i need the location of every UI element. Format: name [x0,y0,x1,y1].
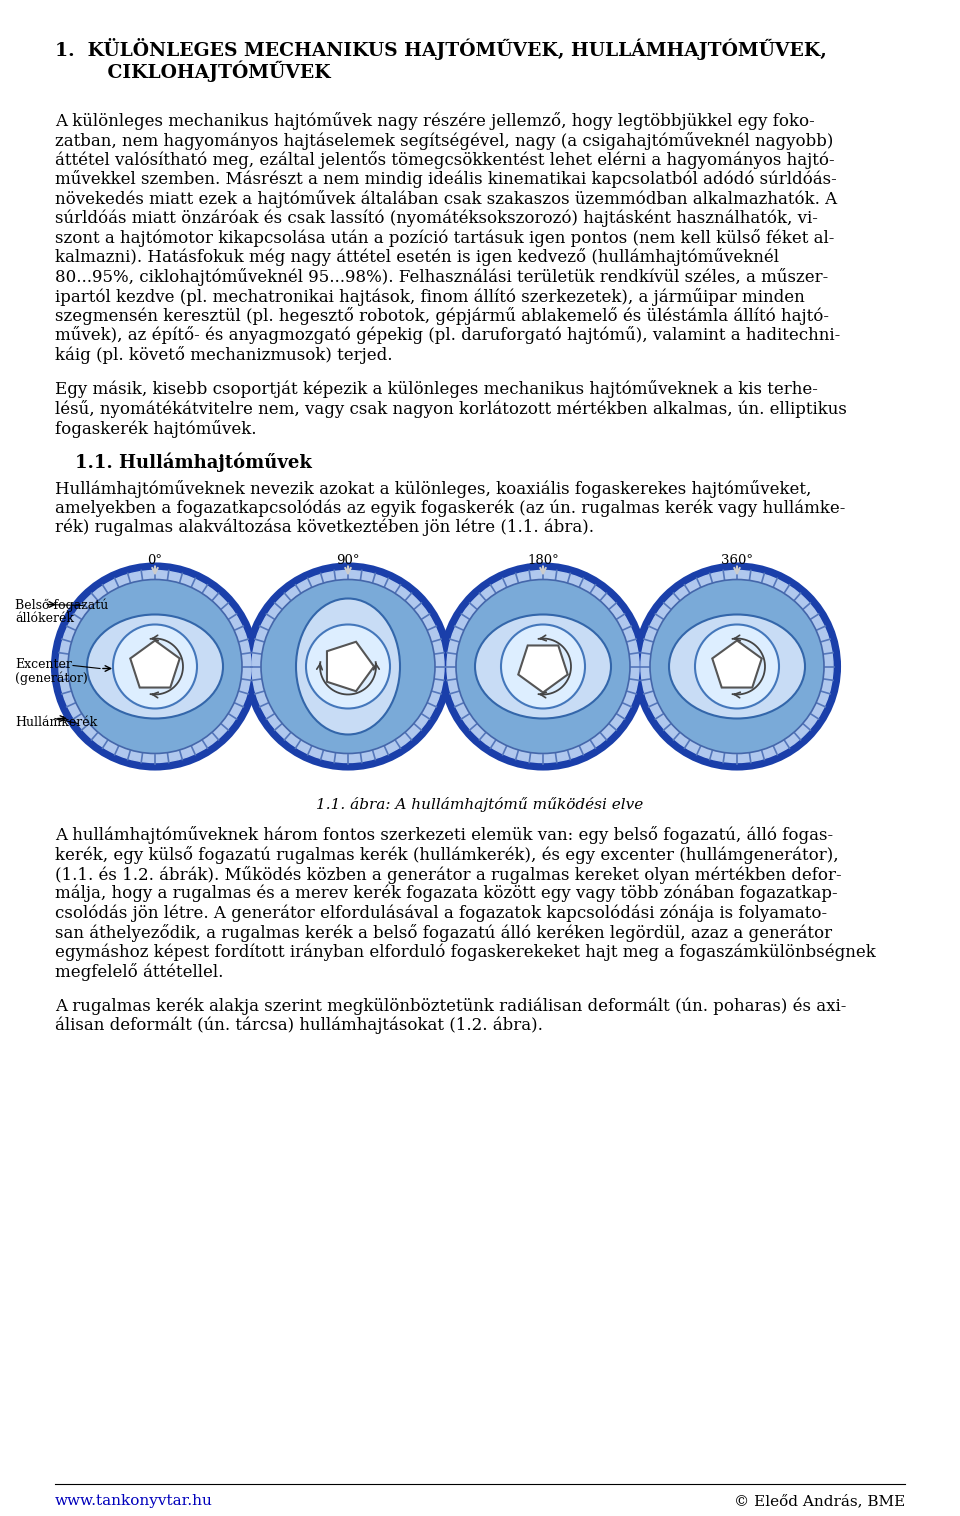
Text: (1.1. és 1.2. ábrák). Működés közben a generátor a rugalmas kereket olyan mérték: (1.1. és 1.2. ábrák). Működés közben a g… [55,866,842,884]
Text: A különleges mechanikus hajtóművek nagy részére jellemző, hogy legtöbbjükkel egy: A különleges mechanikus hajtóművek nagy … [55,112,815,130]
Circle shape [52,564,258,770]
Polygon shape [327,641,374,691]
Text: málja, hogy a rugalmas és a merev kerék fogazata között egy vagy több zónában fo: málja, hogy a rugalmas és a merev kerék … [55,885,838,902]
Text: (generátor): (generátor) [15,672,87,685]
Text: 1.1. Hullámhajtóművek: 1.1. Hullámhajtóművek [75,453,312,473]
Circle shape [306,625,390,708]
Circle shape [634,564,840,770]
Text: A hullámhajtóműveknek három fontos szerkezeti elemük van: egy belső fogazatú, ál: A hullámhajtóműveknek három fontos szerk… [55,826,833,844]
Circle shape [440,564,646,770]
Text: Hullámhajtóműveknek nevezik azokat a különleges, koaxiális fogaskerekes hajtóműv: Hullámhajtóműveknek nevezik azokat a kül… [55,481,811,497]
Polygon shape [131,640,180,688]
Text: CIKLOHAJTÓMŰVEK: CIKLOHAJTÓMŰVEK [75,61,330,82]
Text: egymáshoz képest fordított irányban elforduló fogaskerekeket hajt meg a fogaszám: egymáshoz képest fordított irányban elfo… [55,943,876,961]
Text: áttétel valósítható meg, ezáltal jelentős tömegcsökkentést lehet elérni a hagyom: áttétel valósítható meg, ezáltal jelentő… [55,152,834,168]
Circle shape [261,579,435,753]
Text: A rugalmas kerék alakja szerint megkülönböztetünk radiálisan deformált (ún. poha: A rugalmas kerék alakja szerint megkülön… [55,998,847,1016]
Ellipse shape [475,614,611,719]
Polygon shape [518,646,567,693]
Text: lésű, nyomátékátvitelre nem, vagy csak nagyon korlátozott mértékben alkalmas, ún: lésű, nyomátékátvitelre nem, vagy csak n… [55,400,847,418]
Text: álisan deformált (ún. tárcsa) hullámhajtásokat (1.2. ábra).: álisan deformált (ún. tárcsa) hullámhajt… [55,1017,542,1034]
Circle shape [68,579,242,753]
Circle shape [447,570,639,763]
Circle shape [113,625,197,708]
Text: Belső fogazatú: Belső fogazatú [15,599,108,612]
Text: művekkel szemben. Másrészt a nem mindig ideális kinematikai kapcsolatból adódó s: művekkel szemben. Másrészt a nem mindig … [55,170,837,188]
Text: kalmazni). Hatásfokuk még nagy áttétel esetén is igen kedvező (hullámhajtóművekn: kalmazni). Hatásfokuk még nagy áttétel e… [55,249,779,267]
Text: szegmensén keresztül (pl. hegesztő robotok, gépjármű ablakemelő és üléstámla áll: szegmensén keresztül (pl. hegesztő robot… [55,308,829,324]
Text: állókerék: állókerék [15,611,74,625]
Circle shape [501,625,585,708]
Circle shape [59,570,251,763]
Text: szont a hajtómotor kikapcsolása után a pozíció tartásuk igen pontos (nem kell kü: szont a hajtómotor kikapcsolása után a p… [55,229,834,247]
Circle shape [641,570,833,763]
Text: 360°: 360° [721,555,753,567]
Text: csolódás jön létre. A generátor elfordulásával a fogazatok kapcsolódási zónája i: csolódás jön létre. A generátor elfordul… [55,905,828,922]
Ellipse shape [87,614,223,719]
Text: kerék, egy külső fogazatú rugalmas kerék (hullámkerék), és egy excenter (hullámg: kerék, egy külső fogazatú rugalmas kerék… [55,846,839,864]
Text: rék) rugalmas alakváltozása következtében jön létre (1.1. ábra).: rék) rugalmas alakváltozása következtébe… [55,518,594,537]
Text: 90°: 90° [336,555,360,567]
Circle shape [245,564,451,770]
Text: © Eleőd András, BME: © Eleőd András, BME [733,1493,905,1508]
Text: 1.  KÜLÖNLEGES MECHANIKUS HAJTÓMŰVEK, HULLÁMHAJTÓMŰVEK,: 1. KÜLÖNLEGES MECHANIKUS HAJTÓMŰVEK, HUL… [55,38,827,61]
Text: növekedés miatt ezek a hajtóművek általában csak szakaszos üzemmódban alkalmazha: növekedés miatt ezek a hajtóművek általá… [55,190,837,208]
Ellipse shape [296,599,400,734]
Text: súrldóás miatt önzáróak és csak lassító (nyomátéksokszorozó) hajtásként használh: súrldóás miatt önzáróak és csak lassító … [55,209,818,227]
Circle shape [252,570,444,763]
Text: zatban, nem hagyományos hajtáselemek segítségével, nagy (a csigahajtóműveknél na: zatban, nem hagyományos hajtáselemek seg… [55,132,833,150]
Text: amelyekben a fogazatkapcsolódás az egyik fogaskerék (az ún. rugalmas kerék vagy : amelyekben a fogazatkapcsolódás az egyik… [55,499,846,517]
Text: 1.1. ábra: A hullámhajtómű működési elve: 1.1. ábra: A hullámhajtómű működési elve [317,796,643,811]
Circle shape [456,579,630,753]
Text: ipartól kezdve (pl. mechatronikai hajtások, finom állító szerkezetek), a járműip: ipartól kezdve (pl. mechatronikai hajtás… [55,288,804,306]
Text: www.tankonyvtar.hu: www.tankonyvtar.hu [55,1493,213,1508]
Text: Hullámkerék: Hullámkerék [15,717,97,729]
Circle shape [695,625,779,708]
Text: san áthelyeződik, a rugalmas kerék a belső fogazatú álló keréken legördül, azaz : san áthelyeződik, a rugalmas kerék a bel… [55,923,832,941]
Text: 0°: 0° [148,555,162,567]
Text: művek), az építő- és anyagmozgató gépekig (pl. daruforgató hajtómű), valamint a : művek), az építő- és anyagmozgató gépeki… [55,326,840,344]
Circle shape [650,579,824,753]
Text: fogaskerék hajtóművek.: fogaskerék hajtóművek. [55,420,256,438]
Text: Egy másik, kisebb csoportját képezik a különleges mechanikus hajtóműveknek a kis: Egy másik, kisebb csoportját képezik a k… [55,381,818,399]
Text: megfelelő áttétellel.: megfelelő áttétellel. [55,963,224,981]
Ellipse shape [669,614,805,719]
Text: 180°: 180° [527,555,559,567]
Polygon shape [712,640,761,688]
Text: káig (pl. követő mechanizmusok) terjed.: káig (pl. követő mechanizmusok) terjed. [55,346,393,364]
Text: Excenter: Excenter [15,658,72,672]
Text: 80...95%, ciklohajtóműveknél 95...98%). Felhasználási területük rendkívül széles: 80...95%, ciklohajtóműveknél 95...98%). … [55,268,828,287]
